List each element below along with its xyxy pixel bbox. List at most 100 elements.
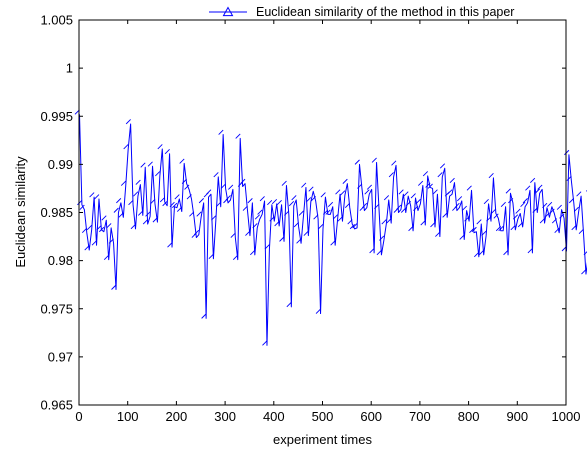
data-point bbox=[167, 242, 173, 248]
data-point bbox=[249, 250, 256, 256]
data-point bbox=[459, 234, 465, 240]
data-point bbox=[106, 223, 112, 229]
data-point bbox=[522, 198, 528, 204]
data-point bbox=[94, 194, 100, 200]
data-point bbox=[454, 202, 460, 209]
data-point bbox=[77, 199, 83, 206]
x-tick-label: 0 bbox=[75, 409, 82, 424]
data-point bbox=[481, 230, 487, 236]
data-point bbox=[245, 230, 251, 236]
data-point bbox=[527, 248, 533, 254]
data-point bbox=[427, 183, 433, 189]
data-point bbox=[198, 198, 204, 204]
data-point bbox=[220, 183, 226, 189]
data-point bbox=[354, 159, 360, 165]
data-point bbox=[534, 188, 541, 194]
data-point bbox=[103, 254, 110, 260]
data-point bbox=[257, 209, 263, 215]
data-point bbox=[542, 202, 548, 209]
y-tick-label: 1 bbox=[66, 61, 73, 76]
data-point bbox=[113, 207, 119, 213]
data-point bbox=[391, 160, 397, 166]
data-point bbox=[532, 207, 538, 213]
data-point bbox=[159, 197, 166, 203]
data-point bbox=[564, 149, 570, 156]
data-point bbox=[293, 222, 299, 228]
data-point bbox=[99, 226, 105, 233]
data-point bbox=[439, 163, 446, 169]
data-point bbox=[137, 210, 144, 216]
data-point bbox=[483, 199, 489, 205]
data-point bbox=[559, 213, 565, 219]
plot-layer bbox=[74, 109, 587, 346]
data-point bbox=[96, 225, 102, 231]
x-axis-title: experiment times bbox=[273, 432, 372, 447]
data-point bbox=[379, 235, 385, 241]
data-point bbox=[554, 227, 560, 234]
data-point bbox=[517, 222, 523, 228]
data-point bbox=[140, 162, 146, 168]
data-point bbox=[515, 208, 521, 214]
data-point bbox=[422, 171, 429, 177]
data-point bbox=[179, 158, 185, 164]
data-point bbox=[327, 201, 334, 208]
data-point bbox=[201, 313, 207, 319]
data-point bbox=[576, 191, 582, 197]
x-tick-label: 800 bbox=[458, 409, 480, 424]
data-point bbox=[449, 177, 455, 183]
data-point bbox=[486, 216, 492, 222]
data-point bbox=[437, 172, 443, 178]
data-point bbox=[405, 200, 411, 207]
data-point bbox=[291, 195, 297, 201]
data-point bbox=[349, 224, 355, 230]
data-point bbox=[525, 185, 531, 191]
y-tick-label: 0.975 bbox=[40, 301, 73, 316]
x-axis: 0 100 200 300 400 500 600 700 800 900 1000 bbox=[75, 20, 580, 424]
data-point bbox=[505, 188, 511, 194]
data-point bbox=[376, 250, 382, 256]
data-point bbox=[211, 215, 217, 221]
data-point bbox=[432, 189, 438, 195]
data-point bbox=[86, 225, 92, 231]
data-point bbox=[308, 186, 314, 192]
y-tick-label: 1.005 bbox=[40, 13, 73, 28]
data-point bbox=[164, 148, 170, 155]
data-point bbox=[218, 129, 224, 135]
data-point bbox=[581, 269, 587, 275]
data-point bbox=[500, 201, 506, 208]
data-point bbox=[578, 228, 584, 234]
data-point bbox=[493, 213, 499, 219]
data-point bbox=[512, 214, 519, 220]
data-point bbox=[325, 209, 331, 215]
y-tick-label: 0.965 bbox=[40, 398, 73, 413]
data-point bbox=[413, 205, 419, 211]
data-point bbox=[476, 219, 482, 225]
x-tick-label: 400 bbox=[263, 409, 285, 424]
data-point bbox=[174, 194, 180, 200]
data-point bbox=[335, 189, 341, 195]
y-axis: 0.965 0.97 0.975 0.98 0.985 0.99 0.995 1 1.005 bbox=[40, 13, 566, 413]
data-point bbox=[447, 189, 453, 195]
data-point bbox=[286, 302, 292, 308]
data-point bbox=[583, 251, 587, 256]
data-point bbox=[539, 218, 545, 224]
data-point bbox=[259, 196, 265, 202]
data-point bbox=[415, 199, 421, 205]
data-point bbox=[128, 199, 134, 206]
data-point bbox=[383, 195, 390, 201]
data-point bbox=[235, 133, 241, 139]
data-point bbox=[488, 173, 494, 179]
data-point bbox=[305, 197, 312, 203]
data-point bbox=[374, 203, 380, 209]
data-point bbox=[79, 204, 85, 210]
data-point bbox=[549, 208, 555, 214]
y-tick-label: 0.99 bbox=[48, 157, 73, 172]
data-point bbox=[228, 184, 234, 190]
data-point bbox=[120, 180, 127, 186]
data-point bbox=[276, 199, 282, 206]
data-point bbox=[271, 199, 278, 205]
x-tick-label: 100 bbox=[117, 409, 139, 424]
data-point bbox=[267, 199, 273, 206]
data-point bbox=[232, 254, 239, 260]
data-point bbox=[573, 206, 579, 212]
